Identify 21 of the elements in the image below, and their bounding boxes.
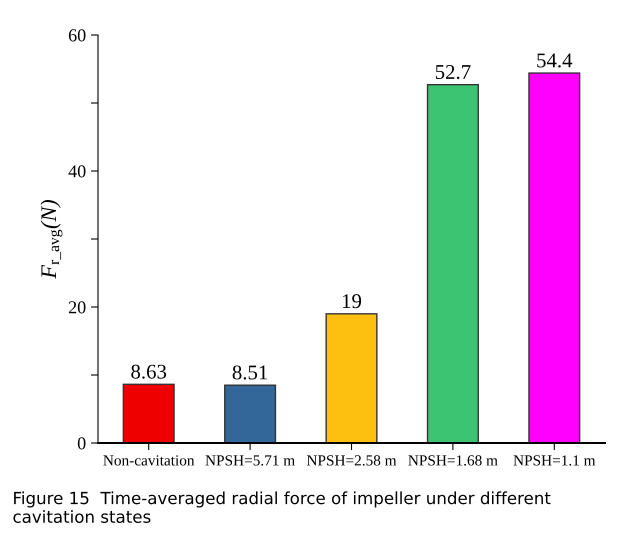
x-tick-label: Non-cavitation xyxy=(103,455,194,466)
caption: Figure 15 Time-averaged radial force of impeller under different cavitation states xyxy=(13,491,551,523)
y-tick-label: 60 xyxy=(68,29,86,42)
data-label: 19 xyxy=(342,294,362,308)
bar xyxy=(426,84,479,443)
y-tick-label: 40 xyxy=(68,165,86,178)
bar xyxy=(528,72,580,443)
data-label: 52.7 xyxy=(436,65,471,80)
data-label: 8.51 xyxy=(232,365,268,380)
x-tick-label: NPSH=1.1 m xyxy=(514,455,596,466)
bar xyxy=(122,384,175,443)
data-label: 54.4 xyxy=(537,54,572,68)
data-label: 8.63 xyxy=(131,364,166,379)
x-tick-label: NPSH=1.68 m xyxy=(408,455,498,466)
y-tick-label: 20 xyxy=(68,301,86,314)
bar xyxy=(325,313,378,443)
y-tick-label: 0 xyxy=(78,437,86,450)
x-tick-label: NPSH=2.58 m xyxy=(306,455,396,466)
y-axis-title: F$_{r_avg}$(N) xyxy=(40,200,62,279)
x-tick-label: NPSH=5.71 m xyxy=(205,455,295,466)
bar xyxy=(224,384,276,443)
